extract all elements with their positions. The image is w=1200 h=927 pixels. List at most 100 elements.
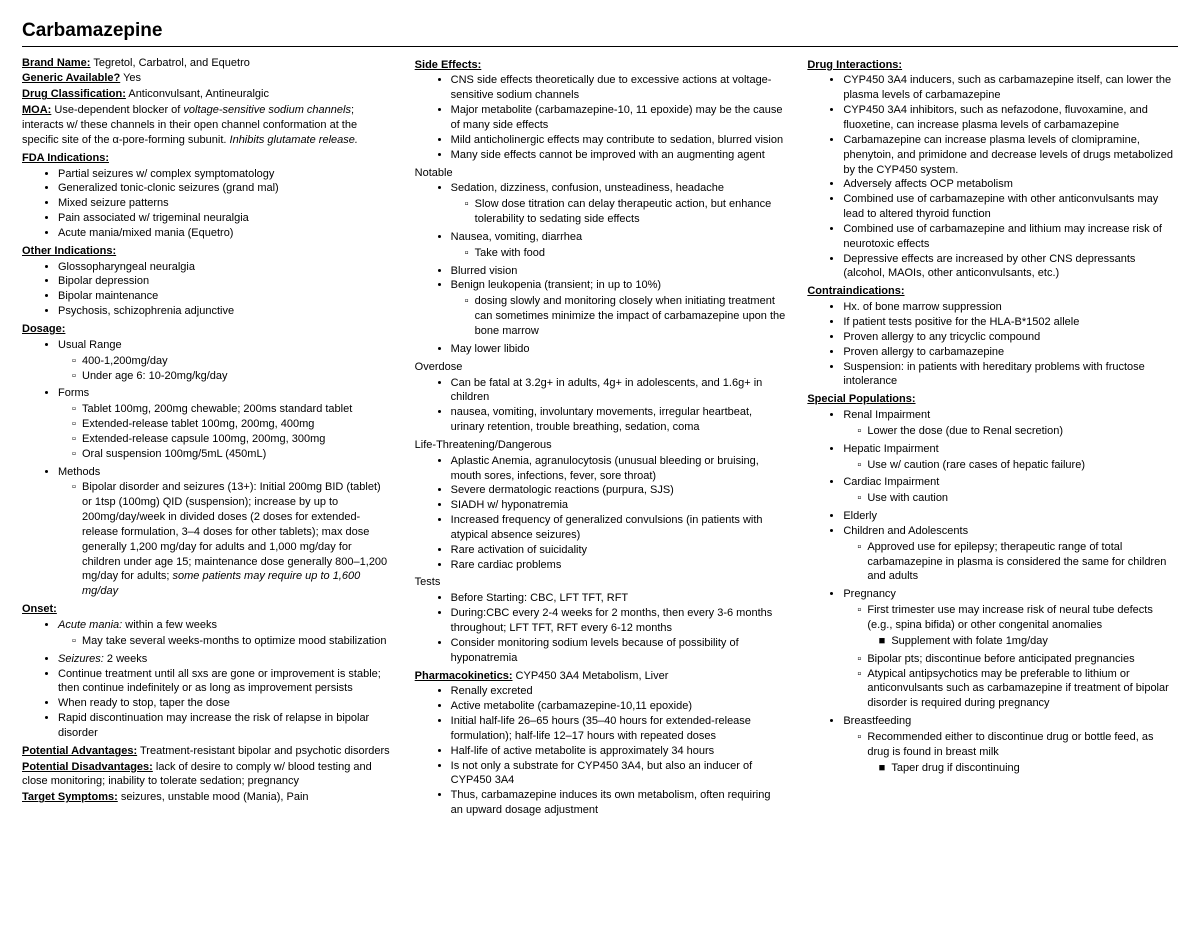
list-item: Acute mania/mixed mania (Equetro) xyxy=(58,226,393,241)
list-item: Benign leukopenia (transient; in up to 1… xyxy=(451,278,786,338)
pk-inline: CYP450 3A4 Metabolism, Liver xyxy=(513,670,669,682)
list-item: nausea, vomiting, involuntary movements,… xyxy=(451,405,786,435)
list-item: Seizures: 2 weeks xyxy=(58,652,393,667)
list-item: Many side effects cannot be improved wit… xyxy=(451,148,786,163)
list-item: Usual Range 400-1,200mg/day Under age 6:… xyxy=(58,338,393,384)
onset-seizures: 2 weeks xyxy=(104,653,147,665)
drug-interactions-heading: Drug Interactions: xyxy=(807,58,1178,73)
overdose-list: Can be fatal at 3.2g+ in adults, 4g+ in … xyxy=(415,376,786,435)
list-item: Elderly xyxy=(843,509,1178,524)
list-item: Tablet 100mg, 200mg chewable; 200ms stan… xyxy=(82,402,393,417)
list-item: dosing slowly and monitoring closely whe… xyxy=(475,294,786,339)
dosage-usual: Usual Range xyxy=(58,339,122,351)
list-item: Bipolar pts; discontinue before anticipa… xyxy=(867,652,1178,667)
moa-row: MOA: Use-dependent blocker of voltage-se… xyxy=(22,103,393,148)
onset-heading: Onset: xyxy=(22,602,393,617)
list-item: Renal Impairment Lower the dose (due to … xyxy=(843,408,1178,439)
list-item: Is not only a substrate for CYP450 3A4, … xyxy=(451,759,786,789)
list-item: Extended-release tablet 100mg, 200mg, 40… xyxy=(82,417,393,432)
list-item: Lower the dose (due to Renal secretion) xyxy=(867,424,1178,439)
list-item: Can be fatal at 3.2g+ in adults, 4g+ in … xyxy=(451,376,786,406)
list-item: Nausea, vomiting, diarrhea Take with foo… xyxy=(451,230,786,261)
list-item: Hx. of bone marrow suppression xyxy=(843,300,1178,315)
moa-italic: voltage-sensitive sodium channels xyxy=(183,104,351,116)
list-item: Half-life of active metabolite is approx… xyxy=(451,744,786,759)
list-item: Bipolar depression xyxy=(58,274,393,289)
list-item: Use with caution xyxy=(867,491,1178,506)
page-title: Carbamazepine xyxy=(22,18,1178,47)
list-item: Consider monitoring sodium levels becaus… xyxy=(451,636,786,666)
list-item: Cardiac Impairment Use with caution xyxy=(843,475,1178,506)
advantages-row: Potential Advantages: Treatment-resistan… xyxy=(22,744,393,759)
list-item: Blurred vision xyxy=(451,264,786,279)
brand-name-label: Brand Name: xyxy=(22,57,90,69)
life-threatening-heading: Life-Threatening/Dangerous xyxy=(415,438,786,453)
onset-acute-italic: Acute mania: xyxy=(58,619,122,631)
list-item: Under age 6: 10-20mg/kg/day xyxy=(82,369,393,384)
contraindications-heading: Contraindications: xyxy=(807,284,1178,299)
list-item: Before Starting: CBC, LFT TFT, RFT xyxy=(451,591,786,606)
dosage-label: Dosage: xyxy=(22,323,65,335)
list-item: Initial half-life 26–65 hours (35–40 hou… xyxy=(451,714,786,744)
brand-name-row: Brand Name: Tegretol, Carbatrol, and Equ… xyxy=(22,56,393,71)
ci-label: Contraindications: xyxy=(807,285,904,297)
sp-bf-1: Recommended either to discontinue drug o… xyxy=(867,731,1153,758)
side-effects-heading: Side Effects: xyxy=(415,58,786,73)
list-item: Depressive effects are increased by othe… xyxy=(843,252,1178,282)
disadvantages-row: Potential Disadvantages: lack of desire … xyxy=(22,760,393,790)
list-item: Renally excreted xyxy=(451,684,786,699)
list-item: CNS side effects theoretically due to ex… xyxy=(451,73,786,103)
special-populations-heading: Special Populations: xyxy=(807,392,1178,407)
list-item: Pregnancy First trimester use may increa… xyxy=(843,587,1178,711)
target-label: Target Symptoms: xyxy=(22,791,118,803)
list-item: Oral suspension 100mg/5mL (450mL) xyxy=(82,447,393,462)
list-item: Rare activation of suicidality xyxy=(451,543,786,558)
list-item: Methods Bipolar disorder and seizures (1… xyxy=(58,465,393,600)
list-item: Continue treatment until all sxs are gon… xyxy=(58,667,393,697)
dosage-forms-sublist: Tablet 100mg, 200mg chewable; 200ms stan… xyxy=(58,402,393,461)
list-item: Take with food xyxy=(475,246,786,261)
classification-label: Drug Classification: xyxy=(22,88,126,100)
pharmacokinetics-row: Pharmacokinetics: CYP450 3A4 Metabolism,… xyxy=(415,669,786,684)
onset-list: Acute mania: within a few weeks May take… xyxy=(22,618,393,741)
side-effects-label: Side Effects: xyxy=(415,59,482,71)
fda-label: FDA Indications: xyxy=(22,152,109,164)
list-item: Rare cardiac problems xyxy=(451,558,786,573)
list-item: Recommended either to discontinue drug o… xyxy=(867,730,1178,776)
list-item: Combined use of carbamazepine and lithiu… xyxy=(843,222,1178,252)
classification-row: Drug Classification: Anticonvulsant, Ant… xyxy=(22,87,393,102)
list-item: SIADH w/ hyponatremia xyxy=(451,498,786,513)
pk-label: Pharmacokinetics: xyxy=(415,670,513,682)
di-label: Drug Interactions: xyxy=(807,59,902,71)
column-3: Drug Interactions: CYP450 3A4 inducers, … xyxy=(807,55,1178,821)
list-item: Active metabolite (carbamazepine-10,11 e… xyxy=(451,699,786,714)
list-item: Thus, carbamazepine induces its own meta… xyxy=(451,788,786,818)
list-item: Proven allergy to any tricyclic compound xyxy=(843,330,1178,345)
dosage-methods-text: Bipolar disorder and seizures (13+): Ini… xyxy=(82,481,387,582)
list-item: Mild anticholinergic effects may contrib… xyxy=(451,133,786,148)
notable-heading: Notable xyxy=(415,166,786,181)
dosage-list: Usual Range 400-1,200mg/day Under age 6:… xyxy=(22,338,393,599)
list-item: Taper drug if discontinuing xyxy=(891,761,1178,776)
generic-label: Generic Available? xyxy=(22,72,120,84)
moa-pre: Use-dependent blocker of xyxy=(51,104,183,116)
list-item: May take several weeks-months to optimiz… xyxy=(82,634,393,649)
classification-text: Anticonvulsant, Antineuralgic xyxy=(126,88,269,100)
list-item: CYP450 3A4 inhibitors, such as nefazodon… xyxy=(843,103,1178,133)
pk-list: Renally excreted Active metabolite (carb… xyxy=(415,684,786,818)
list-item: Pain associated w/ trigeminal neuralgia xyxy=(58,211,393,226)
list-item: When ready to stop, taper the dose xyxy=(58,696,393,711)
sp-hepatic: Hepatic Impairment xyxy=(843,443,938,455)
list-item: Glossopharyngeal neuralgia xyxy=(58,260,393,275)
list-item: During:CBC every 2-4 weeks for 2 months,… xyxy=(451,606,786,636)
list-item: Rapid discontinuation may increase the r… xyxy=(58,711,393,741)
sp-cardiac: Cardiac Impairment xyxy=(843,476,939,488)
generic-row: Generic Available? Yes xyxy=(22,71,393,86)
list-item: Hepatic Impairment Use w/ caution (rare … xyxy=(843,442,1178,473)
list-item: Carbamazepine can increase plasma levels… xyxy=(843,133,1178,178)
tests-list: Before Starting: CBC, LFT TFT, RFT Durin… xyxy=(415,591,786,665)
column-1: Brand Name: Tegretol, Carbatrol, and Equ… xyxy=(22,55,393,821)
list-item: Atypical antipsychotics may be preferabl… xyxy=(867,667,1178,712)
notable-1: Sedation, dizziness, confusion, unsteadi… xyxy=(451,182,724,194)
list-item: Bipolar disorder and seizures (13+): Ini… xyxy=(82,480,393,599)
